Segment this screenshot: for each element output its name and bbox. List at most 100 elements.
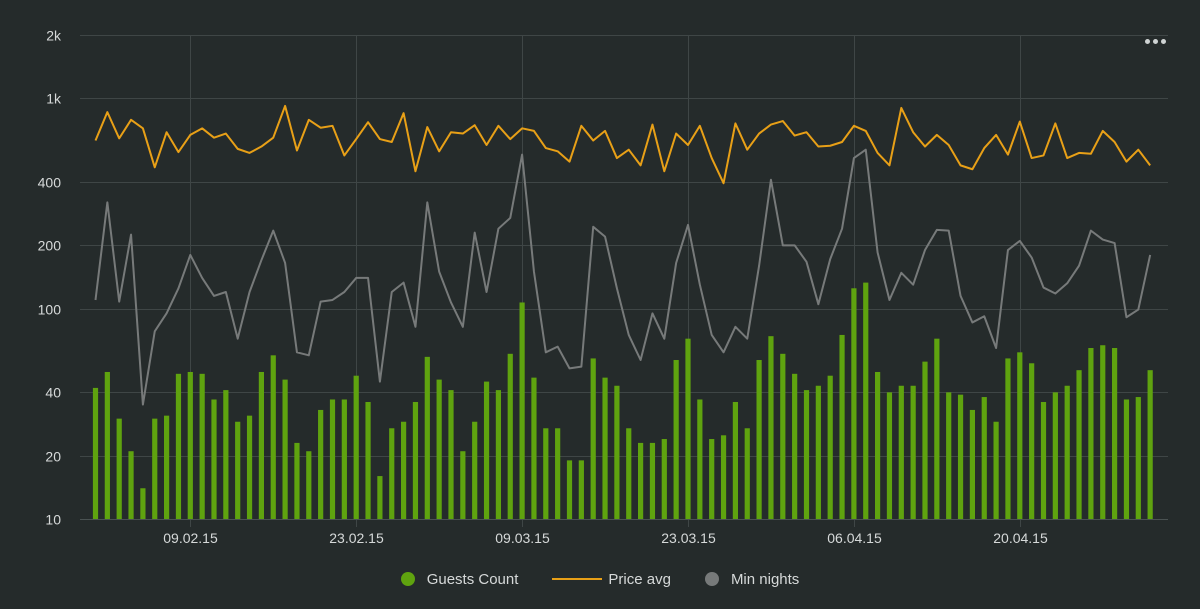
guests-bar[interactable] (104, 371, 110, 519)
guests-bar[interactable] (685, 338, 691, 519)
guests-bar[interactable] (341, 399, 347, 519)
guests-bar[interactable] (1040, 401, 1047, 519)
guests-bar[interactable] (306, 451, 312, 519)
guests-bar[interactable] (851, 288, 857, 519)
guests-bar[interactable] (318, 409, 324, 519)
guests-bar[interactable] (187, 371, 193, 519)
guests-bar[interactable] (744, 428, 750, 519)
legend-item-min-nights[interactable]: Min nights (704, 571, 799, 588)
legend-item-guests-count[interactable]: Guests Count (400, 571, 518, 588)
guests-bar[interactable] (886, 392, 893, 519)
guests-bar[interactable] (211, 399, 217, 519)
guests-bar[interactable] (377, 476, 383, 519)
guests-bar[interactable] (602, 377, 608, 519)
guests-bar[interactable] (934, 338, 940, 519)
guests-bar[interactable] (709, 439, 715, 519)
guests-bar[interactable] (875, 371, 881, 519)
guests-bar[interactable] (720, 435, 727, 519)
guests-bar[interactable] (1005, 358, 1011, 519)
price-avg-line[interactable] (94, 104, 1151, 185)
guests-bar[interactable] (294, 442, 300, 519)
guests-bar[interactable] (697, 399, 703, 519)
guests-bar[interactable] (969, 409, 975, 519)
guests-bar[interactable] (519, 302, 525, 519)
guests-bar[interactable] (353, 375, 359, 519)
y-tick-label: 200 (38, 238, 62, 254)
guests-bar[interactable] (1052, 392, 1058, 519)
guests-bar[interactable] (152, 418, 158, 519)
guests-bar[interactable] (863, 282, 869, 519)
guests-bar[interactable] (483, 381, 490, 519)
guests-bar[interactable] (329, 399, 336, 519)
guests-bar[interactable] (436, 379, 442, 519)
y-tick-label: 1k (46, 91, 62, 107)
guests-bar[interactable] (1123, 399, 1130, 519)
guests-bar[interactable] (638, 442, 644, 519)
x-tick-label: 20.04.15 (993, 530, 1048, 546)
guests-bar[interactable] (92, 387, 99, 519)
guests-bar[interactable] (827, 375, 833, 519)
guests-bar[interactable] (1112, 348, 1118, 519)
guests-bar[interactable] (235, 421, 241, 519)
guests-bar[interactable] (957, 394, 964, 519)
guests-bar[interactable] (803, 390, 810, 519)
guests-bar[interactable] (199, 373, 205, 519)
guests-bar[interactable] (590, 358, 596, 519)
guests-bar[interactable] (614, 385, 620, 519)
guests-bar[interactable] (661, 439, 667, 519)
guests-bar[interactable] (566, 460, 573, 519)
guests-bar[interactable] (175, 373, 182, 519)
menu-dot-icon (1145, 39, 1150, 44)
guests-bar[interactable] (626, 428, 632, 519)
guests-bar[interactable] (1029, 363, 1035, 519)
guests-bar[interactable] (1017, 352, 1023, 519)
guests-bar[interactable] (258, 371, 264, 519)
min-nights-line[interactable] (94, 148, 1152, 406)
guests-bar[interactable] (732, 401, 738, 519)
guests-bar[interactable] (389, 428, 395, 519)
guests-bar[interactable] (993, 421, 999, 519)
guests-bar[interactable] (140, 488, 146, 519)
guests-bar[interactable] (460, 451, 466, 519)
guests-bar[interactable] (1064, 385, 1070, 519)
guests-bar[interactable] (673, 360, 679, 519)
guests-bar[interactable] (495, 390, 501, 519)
guests-bar[interactable] (531, 377, 537, 519)
guests-bar[interactable] (578, 460, 584, 519)
guests-bar[interactable] (424, 356, 430, 519)
guests-bar[interactable] (543, 428, 549, 519)
guests-bar[interactable] (412, 401, 419, 519)
guests-bar[interactable] (246, 415, 253, 519)
guests-bar[interactable] (1147, 370, 1153, 519)
guests-bar[interactable] (981, 397, 987, 519)
guests-bar[interactable] (1088, 348, 1094, 519)
guests-bar[interactable] (1135, 397, 1141, 519)
guests-bar[interactable] (815, 385, 821, 519)
guests-bar[interactable] (555, 428, 561, 519)
guests-bar[interactable] (780, 353, 786, 519)
guests-bar[interactable] (898, 385, 904, 519)
guests-bar[interactable] (1076, 370, 1082, 519)
guests-bar[interactable] (365, 401, 371, 519)
guests-bar[interactable] (910, 385, 916, 519)
guests-bar[interactable] (839, 334, 845, 519)
guests-bar[interactable] (401, 421, 407, 519)
guests-bar[interactable] (270, 355, 276, 519)
guests-bar[interactable] (164, 415, 170, 519)
guests-bar[interactable] (946, 392, 952, 519)
guests-bar[interactable] (128, 451, 134, 519)
guests-bar[interactable] (768, 336, 774, 519)
guests-bar[interactable] (792, 373, 798, 519)
guests-bar[interactable] (649, 442, 656, 519)
guests-bar[interactable] (756, 360, 762, 519)
guests-bar[interactable] (448, 390, 454, 519)
legend-item-price-avg[interactable]: Price avg (552, 571, 671, 588)
guests-bar[interactable] (223, 390, 229, 519)
guests-bar[interactable] (116, 418, 122, 519)
guests-bar[interactable] (472, 421, 478, 519)
guests-bar[interactable] (282, 379, 288, 519)
guests-bar[interactable] (922, 361, 928, 519)
guests-bar[interactable] (507, 353, 513, 519)
guests-bar[interactable] (1100, 345, 1106, 519)
chart-menu-button[interactable] (1142, 30, 1170, 52)
